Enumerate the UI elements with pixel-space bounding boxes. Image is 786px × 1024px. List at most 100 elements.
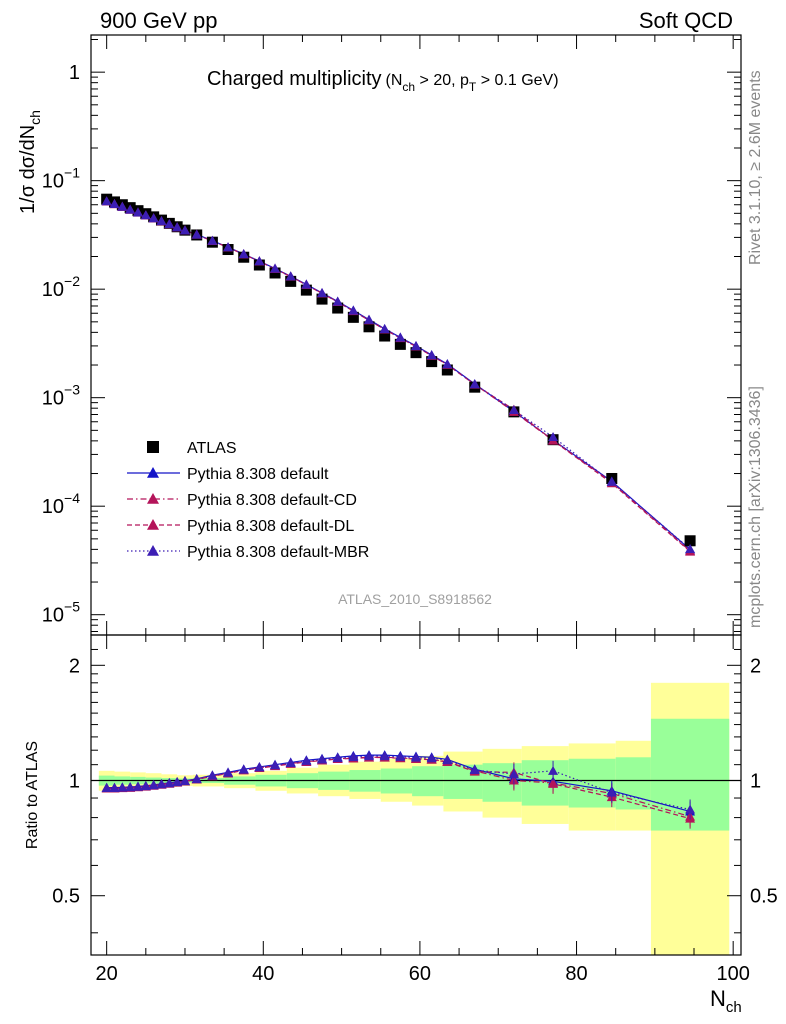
main-series-marker — [379, 324, 390, 334]
ratio-y-tick-label-right: 0.5 — [750, 886, 778, 908]
atlas-data-point — [316, 293, 328, 305]
legend-marker-triangle — [147, 467, 159, 478]
atlas-data-point — [394, 338, 406, 350]
ratio-y-tick-label-left: 0.5 — [52, 886, 80, 908]
legend-label: Pythia 8.308 default-CD — [187, 492, 357, 509]
main-series-marker — [223, 242, 234, 252]
main-series-marker — [301, 279, 312, 289]
atlas-data-point — [684, 535, 696, 547]
main-series-marker — [191, 229, 202, 239]
legend-marker-square — [147, 441, 159, 453]
x-tick-label: 100 — [716, 963, 749, 985]
main-series-marker — [395, 332, 406, 342]
main-panel-ticks: 1 10−1 10−2 10−3 10−4 10−5 — [42, 35, 741, 635]
ratio-series-marker — [148, 780, 159, 790]
main-series-marker — [238, 249, 249, 259]
header-left: 900 GeV pp — [100, 8, 217, 33]
ratio-series-marker — [395, 751, 406, 761]
uncertainty-bands — [91, 682, 741, 955]
main-y-tick-label: 10−1 — [42, 165, 80, 193]
main-series-marker — [469, 379, 480, 389]
ratio-series-marker — [207, 770, 218, 780]
main-series-marker — [508, 405, 519, 415]
ratio-series-marker — [101, 782, 112, 792]
ratio-series-marker — [606, 787, 617, 797]
main-series-marker — [317, 288, 328, 298]
atlas-data-point — [363, 321, 375, 333]
legend-label: Pythia 8.308 default-MBR — [187, 544, 369, 561]
main-series-marker — [348, 305, 359, 315]
main-series-marker — [606, 476, 617, 486]
atlas-data-point — [441, 364, 453, 376]
ratio-series-marker — [317, 754, 328, 764]
main-y-tick-label: 1 — [69, 62, 80, 84]
x-tick-label: 60 — [409, 963, 431, 985]
main-series-marker — [285, 271, 296, 281]
atlas-data-point — [347, 311, 359, 323]
ratio-series-marker — [469, 765, 480, 775]
ratio-series-marker — [348, 751, 359, 761]
ratio-series-marker — [301, 755, 312, 765]
main-series-marker — [548, 431, 559, 441]
atlas-data-point — [410, 347, 422, 359]
ratio-series-marker — [442, 755, 453, 765]
x-tick-label: 80 — [565, 963, 587, 985]
atlas-data-point — [332, 302, 344, 314]
main-series-marker — [109, 199, 120, 209]
main-series-marker — [132, 207, 143, 217]
ratio-series-marker — [548, 765, 559, 775]
ratio-panel-ticks: 20 40 60 80 100 2 2 1 1 0.5 0.5 — [52, 634, 778, 985]
main-series-marker — [207, 235, 218, 245]
ratio-series-marker — [411, 752, 421, 762]
ratio-series-marker — [117, 782, 128, 792]
main-series-marker — [270, 263, 281, 273]
main-series-marker — [426, 350, 437, 360]
legend-label: ATLAS — [187, 440, 237, 457]
ratio-y-axis-label: Ratio to ATLAS — [24, 741, 41, 849]
inner-band-bin — [412, 766, 444, 797]
x-tick-label: 20 — [96, 963, 118, 985]
plot-title: Charged multiplicity (Nch > 20, pT > 0.1 … — [207, 68, 559, 94]
main-series-marker — [101, 196, 112, 206]
ratio-series-marker — [426, 753, 437, 763]
legend-marker-triangle — [147, 519, 159, 530]
main-series-marker — [172, 222, 183, 232]
main-y-tick-label: 10−2 — [42, 273, 80, 301]
main-series-marker — [164, 219, 175, 229]
x-axis-label: Nch — [710, 986, 742, 1016]
main-y-axis-label: 1/σ dσ/dNch — [17, 110, 43, 214]
ratio-panel-frame — [90, 634, 742, 956]
rivet-version-text: Rivet 3.1.10, ≥ 2.6M events — [747, 70, 764, 265]
main-y-tick-label: 10−4 — [42, 490, 80, 518]
analysis-watermark: ATLAS_2010_S8918562 — [338, 591, 492, 607]
main-series-marker — [411, 341, 421, 351]
main-series-marker — [125, 204, 136, 214]
ratio-series-marker — [332, 753, 343, 763]
ratio-series-marker — [685, 804, 696, 814]
ratio-series-marker — [223, 767, 234, 777]
ratio-series-marker — [191, 774, 202, 784]
atlas-data-point — [300, 284, 312, 296]
ratio-series-marker — [140, 781, 151, 791]
main-series-marker — [148, 213, 159, 223]
ratio-series-marker — [238, 764, 249, 774]
ratio-series-marker — [364, 751, 375, 761]
ratio-series-marker — [132, 781, 143, 791]
x-tick-label: 40 — [252, 963, 274, 985]
main-series-marker — [332, 296, 343, 306]
ratio-series-marker — [508, 768, 519, 778]
ratio-series-marker — [156, 779, 167, 789]
inner-band-bin — [615, 757, 651, 810]
legend-label: Pythia 8.308 default — [187, 466, 329, 483]
main-series-marker — [140, 210, 151, 220]
ratio-series-marker — [254, 762, 265, 772]
atlas-data-point — [426, 356, 438, 368]
legend-marker-triangle — [147, 545, 159, 556]
header-right: Soft QCD — [639, 8, 733, 33]
legend-marker-triangle — [147, 493, 159, 504]
ratio-panel-series — [101, 750, 696, 829]
legend-label: Pythia 8.308 default-DL — [187, 518, 354, 535]
atlas-data-point — [269, 267, 281, 279]
ratio-series-marker — [270, 760, 281, 770]
